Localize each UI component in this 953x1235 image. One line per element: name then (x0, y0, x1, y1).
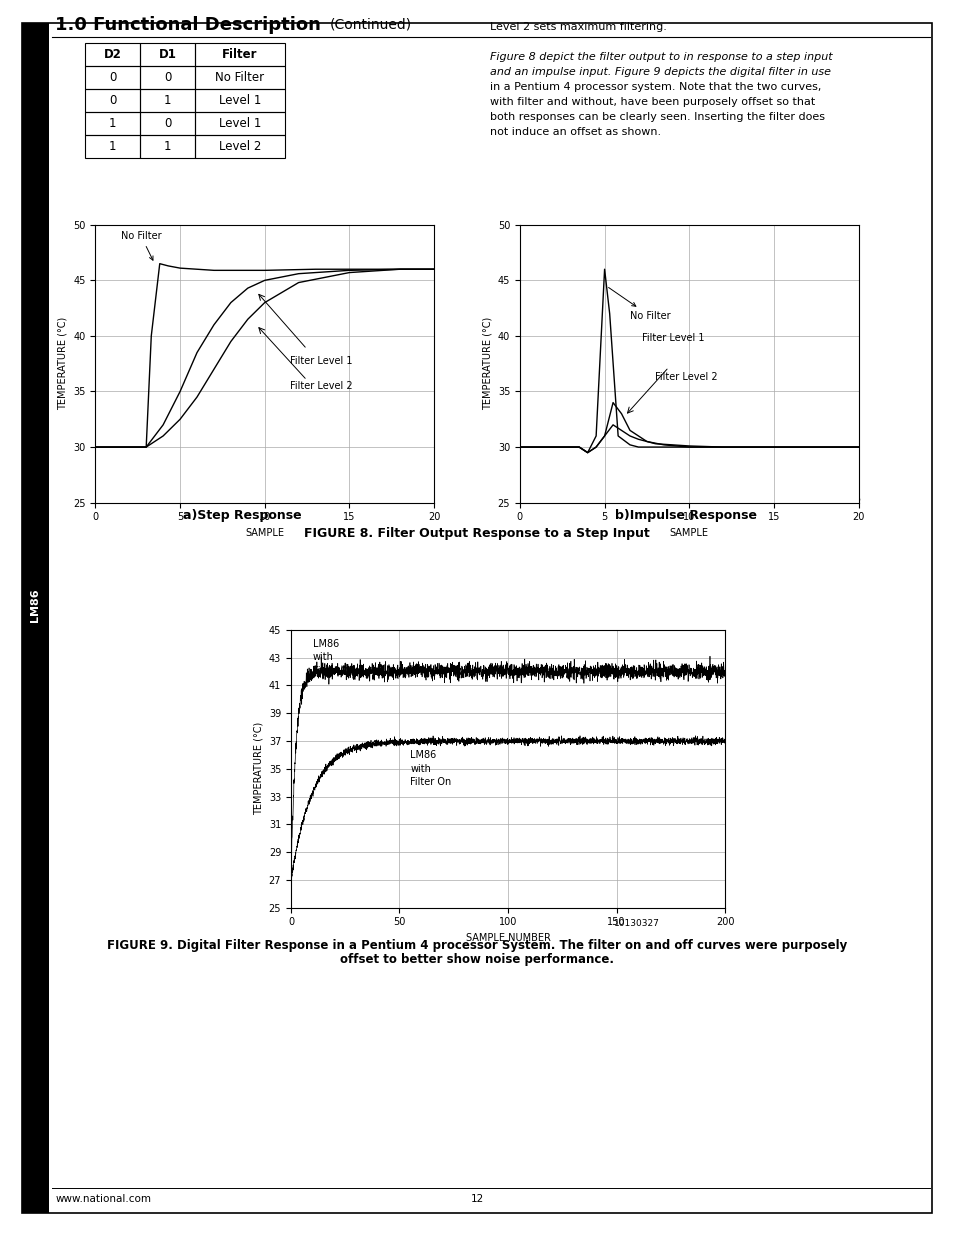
Bar (85, 43, 140, 65)
Text: 0: 0 (109, 70, 116, 84)
Text: (Continued): (Continued) (330, 19, 412, 32)
Text: Filter On: Filter On (410, 778, 451, 788)
Text: 1.0 Functional Description: 1.0 Functional Description (55, 16, 320, 35)
Text: 10130325: 10130325 (374, 495, 419, 504)
X-axis label: SAMPLE: SAMPLE (669, 527, 708, 538)
Text: not induce an offset as shown.: not induce an offset as shown. (490, 127, 660, 137)
Text: 10130326: 10130326 (815, 495, 862, 504)
Text: No Filter: No Filter (121, 231, 161, 261)
X-axis label: SAMPLE: SAMPLE (245, 527, 284, 538)
Text: both responses can be clearly seen. Inserting the filter does: both responses can be clearly seen. Inse… (490, 112, 824, 122)
Y-axis label: TEMPERATURE (°C): TEMPERATURE (°C) (253, 722, 263, 815)
Bar (140, 65, 194, 89)
Y-axis label: TEMPERATURE (°C): TEMPERATURE (°C) (57, 317, 68, 410)
Text: with: with (313, 652, 334, 662)
Text: Level 1: Level 1 (218, 117, 261, 130)
Text: with: with (410, 763, 431, 773)
Bar (194, 89, 285, 112)
Text: LM86: LM86 (313, 638, 338, 648)
Text: with filter and without, have been purposely offset so that: with filter and without, have been purpo… (490, 98, 815, 107)
Text: D2: D2 (104, 48, 121, 61)
Text: b)Impulse Response: b)Impulse Response (615, 509, 757, 522)
Text: and an impulse input. Figure 9 depicts the digital filter in use: and an impulse input. Figure 9 depicts t… (490, 67, 830, 77)
Text: Figure 8 depict the filter output to in response to a step input: Figure 8 depict the filter output to in … (490, 52, 832, 62)
Text: Filter Off: Filter Off (313, 667, 355, 677)
Text: www.national.com: www.national.com (56, 1194, 152, 1204)
Bar (140, 112, 194, 135)
Bar (22, 23, 49, 1213)
Text: FIGURE 9. Digital Filter Response in a Pentium 4 processor System. The filter on: FIGURE 9. Digital Filter Response in a P… (107, 939, 846, 952)
X-axis label: SAMPLE NUMBER: SAMPLE NUMBER (465, 932, 550, 944)
Bar (85, 65, 140, 89)
Bar (194, 112, 285, 135)
Text: Level 1: Level 1 (218, 94, 261, 107)
Text: No Filter: No Filter (215, 70, 264, 84)
Text: 1: 1 (164, 94, 172, 107)
Text: 1: 1 (164, 140, 172, 153)
Text: 0: 0 (164, 117, 171, 130)
Text: Filter Level 1: Filter Level 1 (641, 333, 703, 343)
Text: in a Pentium 4 processor system. Note that the two curves,: in a Pentium 4 processor system. Note th… (490, 82, 821, 91)
Text: LM86: LM86 (410, 750, 436, 760)
Text: D1: D1 (158, 48, 176, 61)
Bar (85, 89, 140, 112)
Text: Level 2: Level 2 (218, 140, 261, 153)
Text: Filter Level 2: Filter Level 2 (290, 382, 353, 391)
Text: 10130327: 10130327 (614, 919, 659, 927)
Bar (140, 43, 194, 65)
Y-axis label: TEMPERATURE (°C): TEMPERATURE (°C) (481, 317, 492, 410)
Text: offset to better show noise performance.: offset to better show noise performance. (339, 953, 614, 966)
Text: a)Step Response: a)Step Response (182, 509, 301, 522)
Text: 0: 0 (109, 94, 116, 107)
Text: Level 2 sets maximum filtering.: Level 2 sets maximum filtering. (490, 22, 666, 32)
Text: Filter Level 1: Filter Level 1 (290, 356, 353, 366)
Text: FIGURE 8. Filter Output Response to a Step Input: FIGURE 8. Filter Output Response to a St… (304, 527, 649, 540)
Text: 1: 1 (109, 117, 116, 130)
Text: 12: 12 (470, 1194, 483, 1204)
Bar (194, 65, 285, 89)
Bar (194, 135, 285, 158)
Bar (194, 43, 285, 65)
Text: 1: 1 (109, 140, 116, 153)
Text: No Filter: No Filter (608, 288, 670, 321)
Text: Filter Level 2: Filter Level 2 (655, 373, 718, 383)
Bar (85, 112, 140, 135)
Bar (85, 135, 140, 158)
Text: 0: 0 (164, 70, 171, 84)
Bar (140, 135, 194, 158)
Bar (140, 89, 194, 112)
Text: Filter: Filter (222, 48, 257, 61)
Text: LM86: LM86 (30, 588, 40, 621)
